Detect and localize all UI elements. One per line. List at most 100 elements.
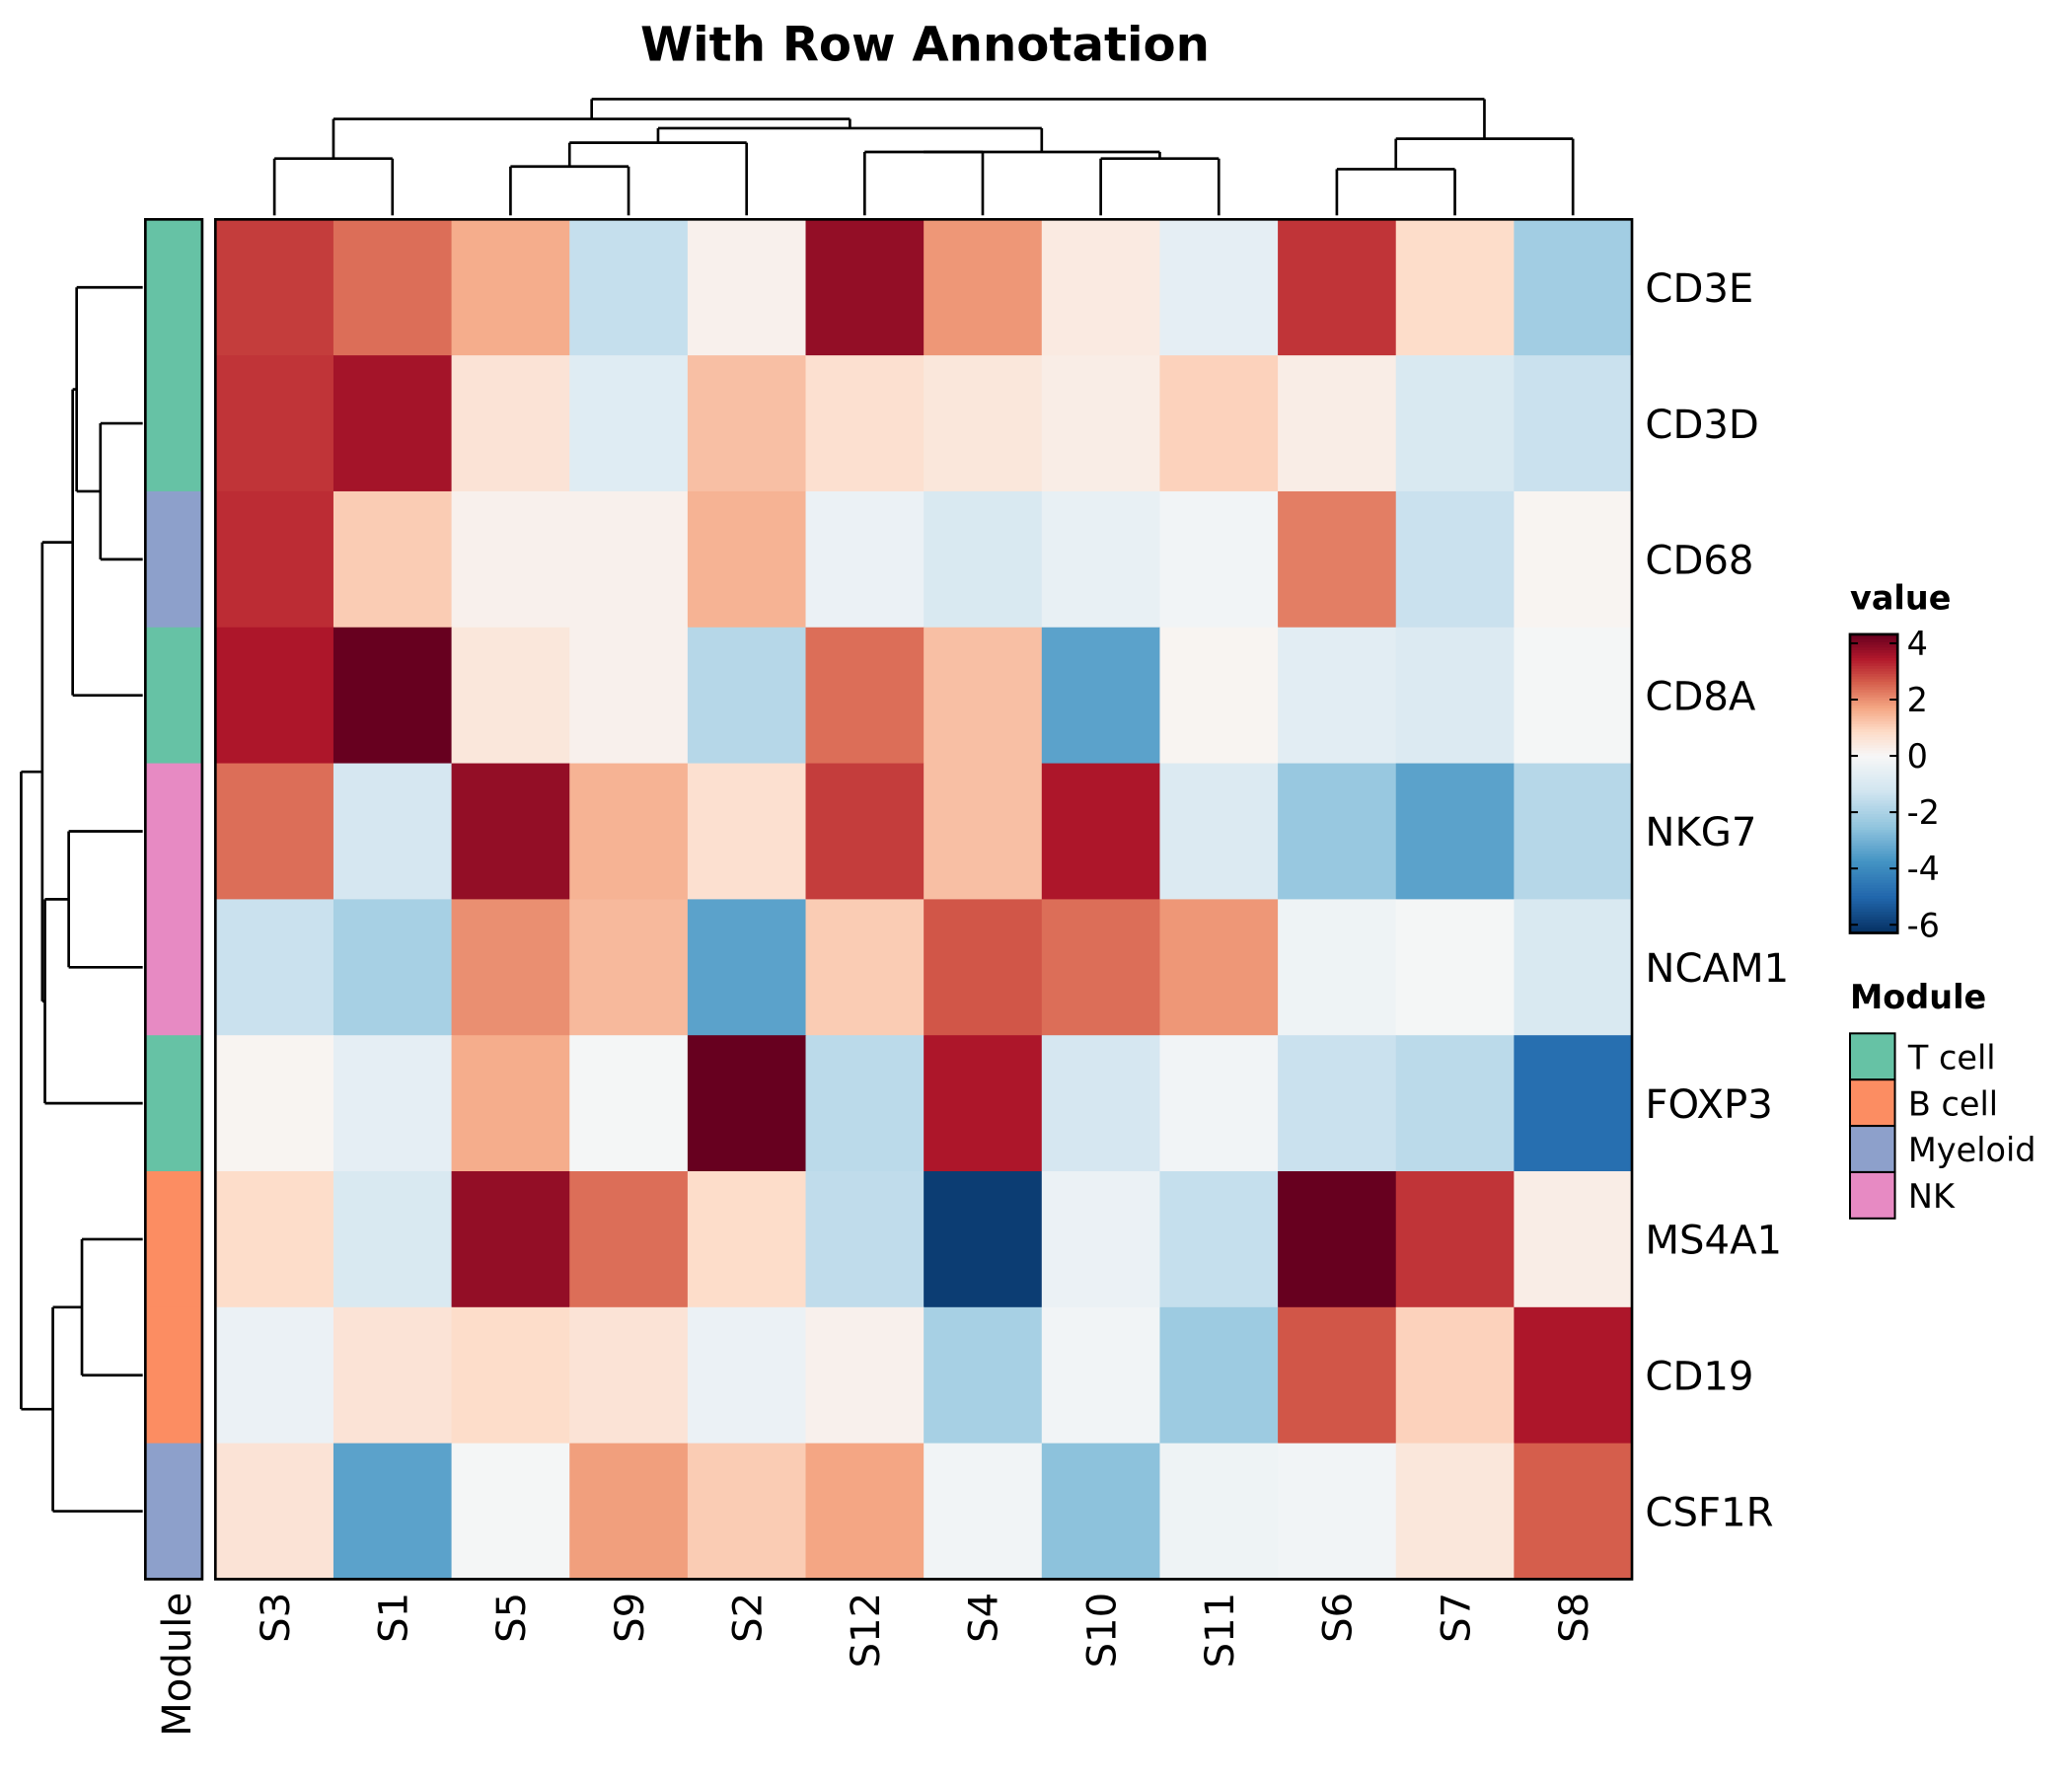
colorbar-segment — [1850, 814, 1898, 818]
row-label: NCAM1 — [1645, 946, 1789, 992]
heatmap-cell-CSF1R-S5 — [451, 1443, 570, 1581]
colorbar-segment — [1850, 797, 1898, 802]
colorbar-segment — [1850, 698, 1898, 702]
colorbar-segment — [1850, 761, 1898, 765]
colorbar-segment — [1850, 863, 1898, 868]
colorbar-segment — [1850, 731, 1898, 736]
colorbar-tick-label: 0 — [1907, 737, 1928, 776]
heatmap-cell-CD8A-S8 — [1514, 627, 1633, 765]
colorbar-segment — [1850, 766, 1898, 771]
colorbar-segment — [1850, 904, 1898, 908]
heatmap-cell-CD8A-S11 — [1159, 627, 1279, 765]
colorbar-segment — [1850, 639, 1898, 643]
heatmap-cell-MS4A1-S11 — [1159, 1171, 1279, 1308]
colorbar-segment — [1850, 922, 1898, 927]
colorbar-segment — [1850, 848, 1898, 853]
heatmap-cell-CD8A-S2 — [687, 627, 807, 765]
module-legend-label: Myeloid — [1908, 1131, 2036, 1169]
heatmap-cell-NKG7-S7 — [1395, 763, 1516, 901]
heatmap-cell-NCAM1-S11 — [1159, 899, 1279, 1036]
heatmap-cell-CD8A-S4 — [924, 627, 1043, 765]
heatmap-cell-NCAM1-S3 — [215, 899, 334, 1036]
heatmap-cell-CD68-S10 — [1041, 490, 1161, 629]
colorbar-segment — [1850, 824, 1898, 829]
heatmap-cell-CD3E-S6 — [1278, 219, 1397, 356]
heatmap-cell-MS4A1-S6 — [1278, 1171, 1397, 1308]
row-label: FOXP3 — [1645, 1082, 1772, 1128]
heatmap-cell-CD68-S4 — [924, 490, 1043, 629]
row-label: NKG7 — [1645, 810, 1756, 855]
heatmap-cell-CD3E-S12 — [805, 219, 925, 356]
heatmap-cell-CSF1R-S9 — [569, 1443, 689, 1581]
colorbar-segment — [1850, 866, 1898, 870]
column-label: S1 — [372, 1593, 417, 1643]
heatmap-cell-CSF1R-S11 — [1159, 1443, 1279, 1581]
heatmap-cell-CD3E-S2 — [687, 219, 807, 356]
legends: value 4 2 0 -2 -4 -6 Module T cell B cell Myeloid N… — [1848, 578, 2036, 1220]
heatmap-cell-FOXP3-S12 — [805, 1035, 925, 1172]
column-label: S12 — [844, 1593, 889, 1669]
heatmap-cell-NKG7-S6 — [1278, 763, 1397, 901]
colorbar-segment — [1850, 660, 1898, 664]
heatmap-cell-CSF1R-S12 — [805, 1443, 925, 1581]
module-legend-swatch — [1848, 1032, 1896, 1081]
heatmap-cell-MS4A1-S1 — [333, 1171, 453, 1308]
heatmap-cell-CSF1R-S3 — [215, 1443, 334, 1581]
heatmap-cell-CSF1R-S2 — [687, 1443, 807, 1581]
heatmap-cell-NKG7-S9 — [569, 763, 689, 901]
row-label: MS4A1 — [1645, 1219, 1782, 1264]
heatmap-cell-NKG7-S11 — [1159, 763, 1279, 901]
colorbar-segment — [1850, 869, 1898, 873]
colorbar-segment — [1850, 840, 1898, 845]
row-dendrogram — [20, 285, 143, 1513]
colorbar-segment — [1850, 695, 1898, 699]
heatmap-cell-CD19-S1 — [333, 1306, 453, 1445]
colorbar-segment — [1850, 877, 1898, 881]
column-label: S2 — [725, 1593, 771, 1643]
colorbar-segment — [1850, 769, 1898, 773]
colorbar-tick-label: -2 — [1907, 793, 1940, 832]
row-label: CSF1R — [1645, 1490, 1773, 1535]
colorbar-segment — [1850, 822, 1898, 826]
colorbar-segment — [1850, 777, 1898, 780]
colorbar-tick-label: 2 — [1907, 681, 1928, 719]
heatmap-cell-CD3D-S6 — [1278, 355, 1397, 492]
heatmap-cell-CSF1R-S1 — [333, 1443, 453, 1581]
column-label: S8 — [1552, 1593, 1597, 1643]
heatmap-cell-NKG7-S12 — [805, 763, 925, 901]
column-label: S4 — [962, 1593, 1007, 1643]
colorbar-segment — [1850, 692, 1898, 697]
heatmap-cell-CD8A-S3 — [215, 627, 334, 765]
colorbar-segment — [1850, 843, 1898, 847]
colorbar-segment — [1850, 789, 1898, 794]
heatmap-cell-FOXP3-S7 — [1395, 1035, 1516, 1172]
heatmap-cell-NKG7-S3 — [215, 763, 334, 901]
colorbar-segment — [1850, 750, 1898, 755]
annotation-cell-CD8A — [145, 627, 202, 765]
colorbar-segment — [1850, 772, 1898, 776]
heatmap-cell-NCAM1-S1 — [333, 899, 453, 1036]
colorbar-segment — [1850, 715, 1898, 720]
heatmap-cell-CD3D-S1 — [333, 355, 453, 492]
heatmap-cell-NCAM1-S9 — [569, 899, 689, 1036]
colorbar-segment — [1850, 917, 1898, 921]
colorbar-segment — [1850, 655, 1898, 659]
colorbar-segment — [1850, 803, 1898, 807]
heatmap-cell-NCAM1-S10 — [1041, 899, 1161, 1036]
heatmap-cells — [213, 217, 1634, 1581]
heatmap-cell-FOXP3-S9 — [569, 1035, 689, 1172]
colorbar-segment — [1850, 742, 1898, 747]
heatmap-cell-CD3D-S8 — [1514, 355, 1633, 492]
heatmap-cell-MS4A1-S10 — [1041, 1171, 1161, 1308]
heatmap-cell-CD3D-S10 — [1041, 355, 1161, 492]
column-label: S5 — [489, 1593, 535, 1643]
heatmap-cell-NCAM1-S6 — [1278, 899, 1397, 1036]
module-legend-title: Module — [1850, 978, 1986, 1016]
colorbar-segment — [1850, 901, 1898, 905]
colorbar-segment — [1850, 795, 1898, 799]
colorbar-segment — [1850, 851, 1898, 854]
heatmap-border — [213, 217, 1634, 1581]
heatmap-cell-MS4A1-S4 — [924, 1171, 1043, 1308]
